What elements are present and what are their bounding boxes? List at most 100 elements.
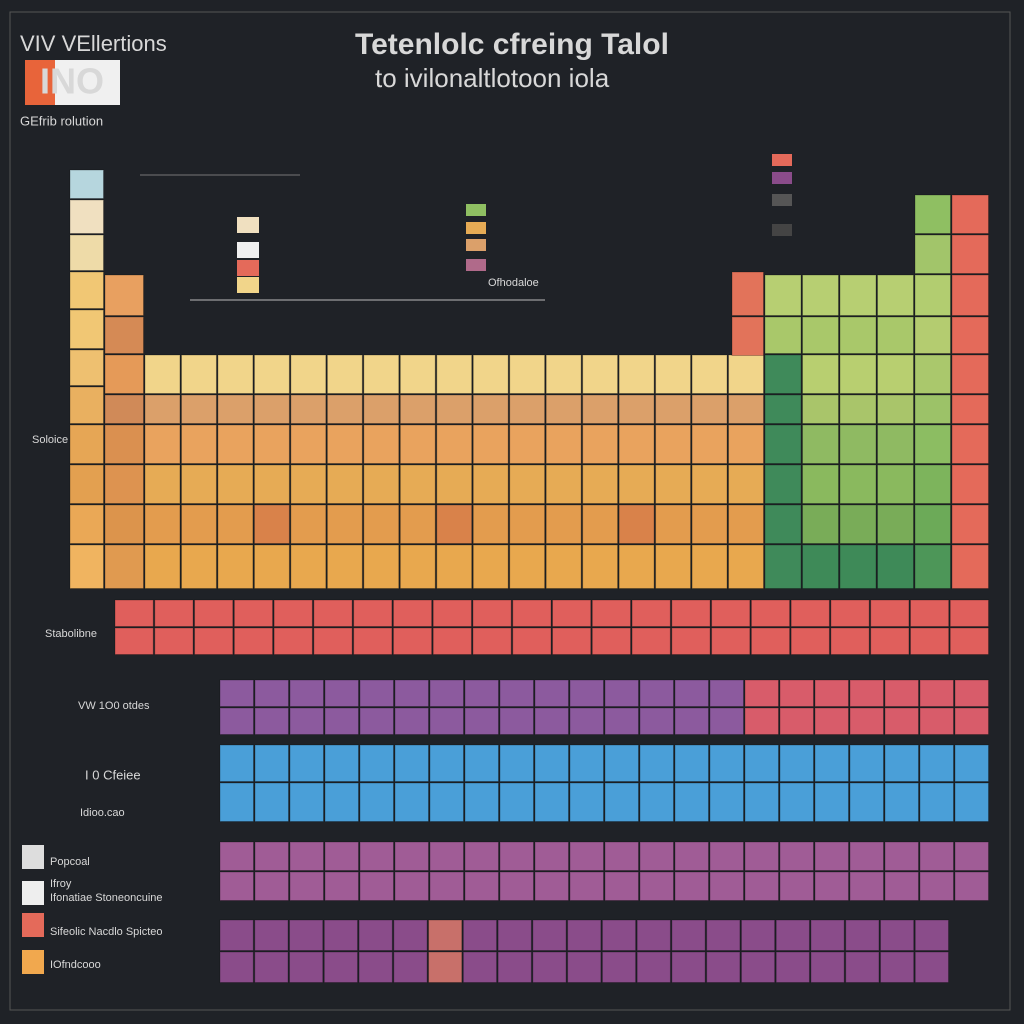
element-cell (709, 744, 744, 782)
element-cell (394, 679, 429, 707)
element-cell (728, 464, 765, 504)
element-cell (711, 599, 751, 627)
element-cell (509, 464, 546, 504)
element-cell (691, 504, 728, 544)
element-cell (464, 782, 499, 822)
element-cell (884, 679, 919, 707)
element-cell (604, 782, 639, 822)
element-cell (114, 599, 154, 627)
element-cell (253, 544, 290, 589)
element-cell (104, 464, 144, 504)
element-cell (509, 424, 546, 464)
element-cell (253, 464, 290, 504)
element-cell (326, 464, 363, 504)
element-cell (849, 744, 884, 782)
element-cell (534, 871, 569, 901)
element-cell (951, 424, 989, 464)
element-cell (884, 871, 919, 901)
element-cell (254, 707, 289, 735)
element-cell (217, 464, 254, 504)
element-cell (219, 871, 254, 901)
element-cell (436, 464, 473, 504)
element-cell (639, 707, 674, 735)
element-cell (909, 599, 950, 627)
element-cell (432, 627, 472, 655)
element-cell (290, 354, 327, 394)
legend-swatch (466, 204, 486, 216)
element-cell (499, 744, 534, 782)
element-cell (877, 354, 914, 394)
element-cell (779, 871, 814, 901)
element-cell (877, 544, 914, 589)
element-cell (69, 199, 104, 234)
element-cell (764, 504, 802, 544)
element-cell (217, 394, 254, 424)
element-cell (462, 951, 498, 983)
element-cell (545, 544, 582, 589)
element-cell (618, 424, 655, 464)
element-cell (879, 919, 915, 951)
element-cell (254, 951, 289, 983)
element-cell (591, 627, 632, 655)
title: Tetenlolc cfreing Talol (355, 28, 669, 61)
element-cell (363, 354, 400, 394)
element-cell (639, 841, 674, 871)
element-cell (323, 951, 359, 983)
side-label: Soloice (32, 434, 68, 446)
element-cell (436, 424, 473, 464)
element-cell (949, 627, 990, 655)
legend-swatch (237, 260, 259, 276)
element-cell (674, 871, 709, 901)
element-cell (839, 394, 877, 424)
element-cell (691, 424, 728, 464)
element-cell (674, 707, 709, 735)
legend-swatch (237, 277, 259, 293)
element-cell (394, 744, 429, 782)
element-cell (691, 544, 728, 589)
element-cell (655, 354, 692, 394)
element-cell (393, 951, 428, 983)
element-cell (604, 707, 639, 735)
element-cell (399, 394, 436, 424)
element-cell (253, 504, 290, 544)
brand: VIV VEllertions (20, 31, 167, 56)
element-cell (802, 424, 839, 464)
element-cell (253, 424, 290, 464)
element-cell (104, 274, 144, 316)
legend-swatch (466, 239, 486, 251)
element-cell (180, 544, 217, 589)
element-cell (194, 627, 234, 655)
element-cell (618, 354, 655, 394)
tagline: GEfrib rolution (20, 113, 103, 128)
element-cell (289, 871, 324, 901)
element-cell (154, 599, 194, 627)
element-cell (429, 744, 464, 782)
element-cell (363, 394, 400, 424)
element-cell (655, 544, 692, 589)
element-cell (728, 394, 765, 424)
element-cell (324, 679, 359, 707)
element-cell (877, 316, 914, 354)
element-cell (534, 744, 569, 782)
element-cell (601, 919, 637, 951)
element-cell (706, 951, 741, 983)
element-cell (914, 424, 951, 464)
element-cell (144, 504, 181, 544)
subtitle: to ivilonaltlotoon iola (375, 63, 610, 93)
element-cell (114, 627, 154, 655)
element-cell (394, 871, 429, 901)
element-cell (254, 871, 289, 901)
element-cell (744, 744, 779, 782)
element-cell (909, 627, 950, 655)
element-cell (814, 744, 849, 782)
element-cell (604, 744, 639, 782)
element-cell (764, 354, 802, 394)
element-cell (289, 919, 324, 951)
element-cell (545, 394, 582, 424)
element-cell (691, 354, 728, 394)
element-cell (582, 544, 619, 589)
element-cell (740, 919, 776, 951)
element-cell (775, 951, 810, 983)
element-cell (363, 424, 400, 464)
element-cell (744, 707, 779, 735)
